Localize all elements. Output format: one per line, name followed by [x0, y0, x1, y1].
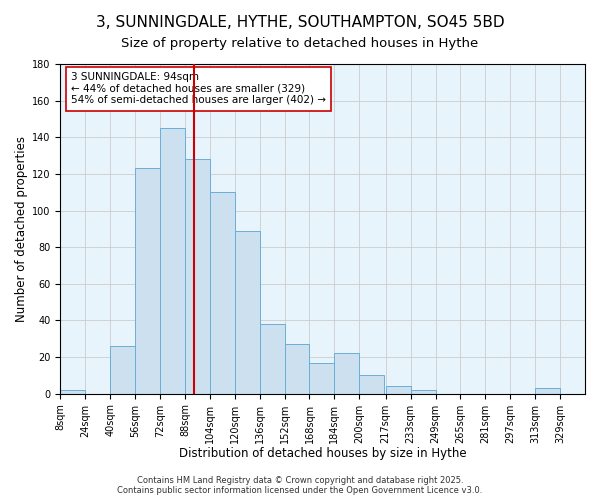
Y-axis label: Number of detached properties: Number of detached properties	[15, 136, 28, 322]
Bar	[310, 362, 334, 394]
Bar	[260, 324, 284, 394]
Bar	[110, 346, 135, 394]
Bar	[61, 390, 85, 394]
Bar	[410, 390, 436, 394]
Bar	[160, 128, 185, 394]
Text: 3, SUNNINGDALE, HYTHE, SOUTHAMPTON, SO45 5BD: 3, SUNNINGDALE, HYTHE, SOUTHAMPTON, SO45…	[95, 15, 505, 30]
Bar	[185, 160, 210, 394]
Text: Contains HM Land Registry data © Crown copyright and database right 2025.
Contai: Contains HM Land Registry data © Crown c…	[118, 476, 482, 495]
Bar	[284, 344, 310, 394]
Bar	[235, 230, 260, 394]
Text: Size of property relative to detached houses in Hythe: Size of property relative to detached ho…	[121, 38, 479, 51]
Text: 3 SUNNINGDALE: 94sqm
← 44% of detached houses are smaller (329)
54% of semi-deta: 3 SUNNINGDALE: 94sqm ← 44% of detached h…	[71, 72, 326, 106]
Bar	[359, 376, 384, 394]
Bar	[334, 354, 359, 394]
Bar	[386, 386, 410, 394]
Bar	[535, 388, 560, 394]
Bar	[210, 192, 235, 394]
X-axis label: Distribution of detached houses by size in Hythe: Distribution of detached houses by size …	[179, 447, 467, 460]
Bar	[135, 168, 160, 394]
